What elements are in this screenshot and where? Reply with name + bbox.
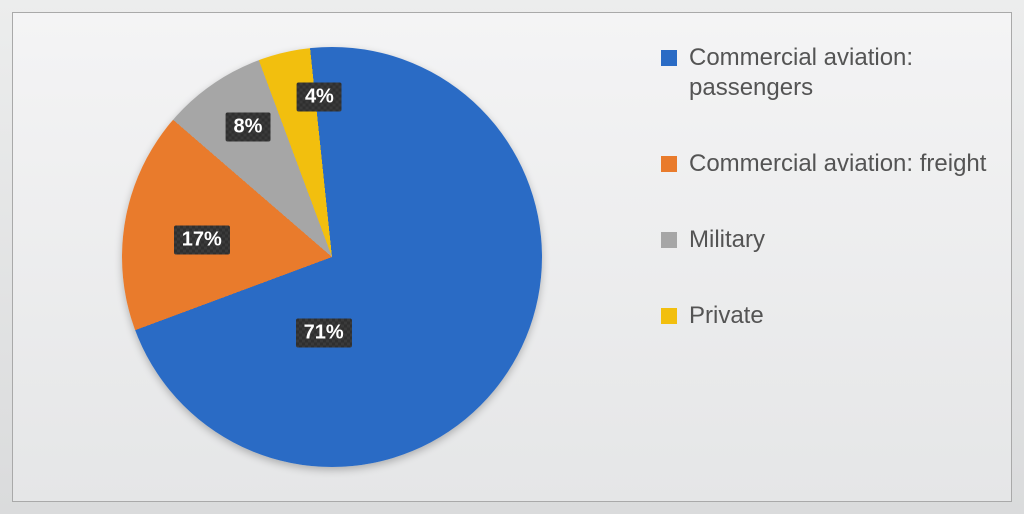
legend-label: Military — [689, 225, 991, 255]
chart-panel: 71% 17% 8% 4% Commercial aviation: passe… — [12, 12, 1012, 502]
legend-label: Commercial aviation: freight — [689, 149, 991, 179]
legend-item-military: Military — [661, 225, 991, 255]
legend-item-private: Private — [661, 301, 991, 331]
square-icon — [661, 156, 677, 172]
chart-outer-frame: 71% 17% 8% 4% Commercial aviation: passe… — [0, 0, 1024, 514]
square-icon — [661, 50, 677, 66]
slice-label-passengers: 71% — [296, 318, 352, 347]
pie-chart-area: 71% 17% 8% 4% — [13, 13, 651, 501]
square-icon — [661, 308, 677, 324]
slice-label-military: 8% — [226, 112, 271, 141]
legend-label: Private — [689, 301, 991, 331]
square-icon — [661, 232, 677, 248]
legend-label: Commercial aviation: passengers — [689, 43, 991, 103]
slice-label-freight: 17% — [174, 226, 230, 255]
pie-wrap: 71% 17% 8% 4% — [122, 47, 542, 467]
slice-label-private: 4% — [297, 83, 342, 112]
legend-item-freight: Commercial aviation: freight — [661, 149, 991, 179]
legend: Commercial aviation: passengers Commerci… — [661, 43, 991, 331]
legend-item-passengers: Commercial aviation: passengers — [661, 43, 991, 103]
